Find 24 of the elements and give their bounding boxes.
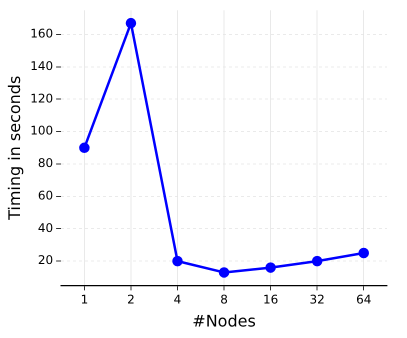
y-tick-label: 40 bbox=[38, 220, 54, 235]
y-axis-title: Timing in seconds bbox=[4, 76, 24, 221]
y-tick-label: 100 bbox=[30, 124, 54, 138]
point bbox=[79, 142, 90, 154]
y-tick-label: 140 bbox=[30, 58, 54, 73]
point bbox=[312, 256, 322, 266]
point bbox=[126, 18, 136, 28]
x-axis-title: #Nodes bbox=[192, 312, 256, 331]
x-tick-label: 4 bbox=[174, 292, 182, 307]
y-tick-label: 120 bbox=[30, 91, 54, 106]
x-tick-label: 1 bbox=[80, 292, 88, 307]
y-tick-label: 160 bbox=[30, 26, 54, 41]
x-tick-label: 2 bbox=[127, 292, 135, 307]
y-tick-label: 20 bbox=[38, 253, 54, 268]
x-tick-label: 64 bbox=[356, 292, 372, 307]
point bbox=[218, 267, 230, 278]
x-tick-label: 16 bbox=[262, 292, 278, 307]
point bbox=[265, 262, 276, 273]
y-tick-label: 80 bbox=[38, 156, 54, 170]
x-tick-label: 8 bbox=[220, 292, 228, 307]
y-tick-label: 60 bbox=[38, 188, 54, 202]
x-tick-label: 32 bbox=[310, 292, 325, 307]
point bbox=[172, 256, 183, 266]
point bbox=[358, 248, 369, 258]
